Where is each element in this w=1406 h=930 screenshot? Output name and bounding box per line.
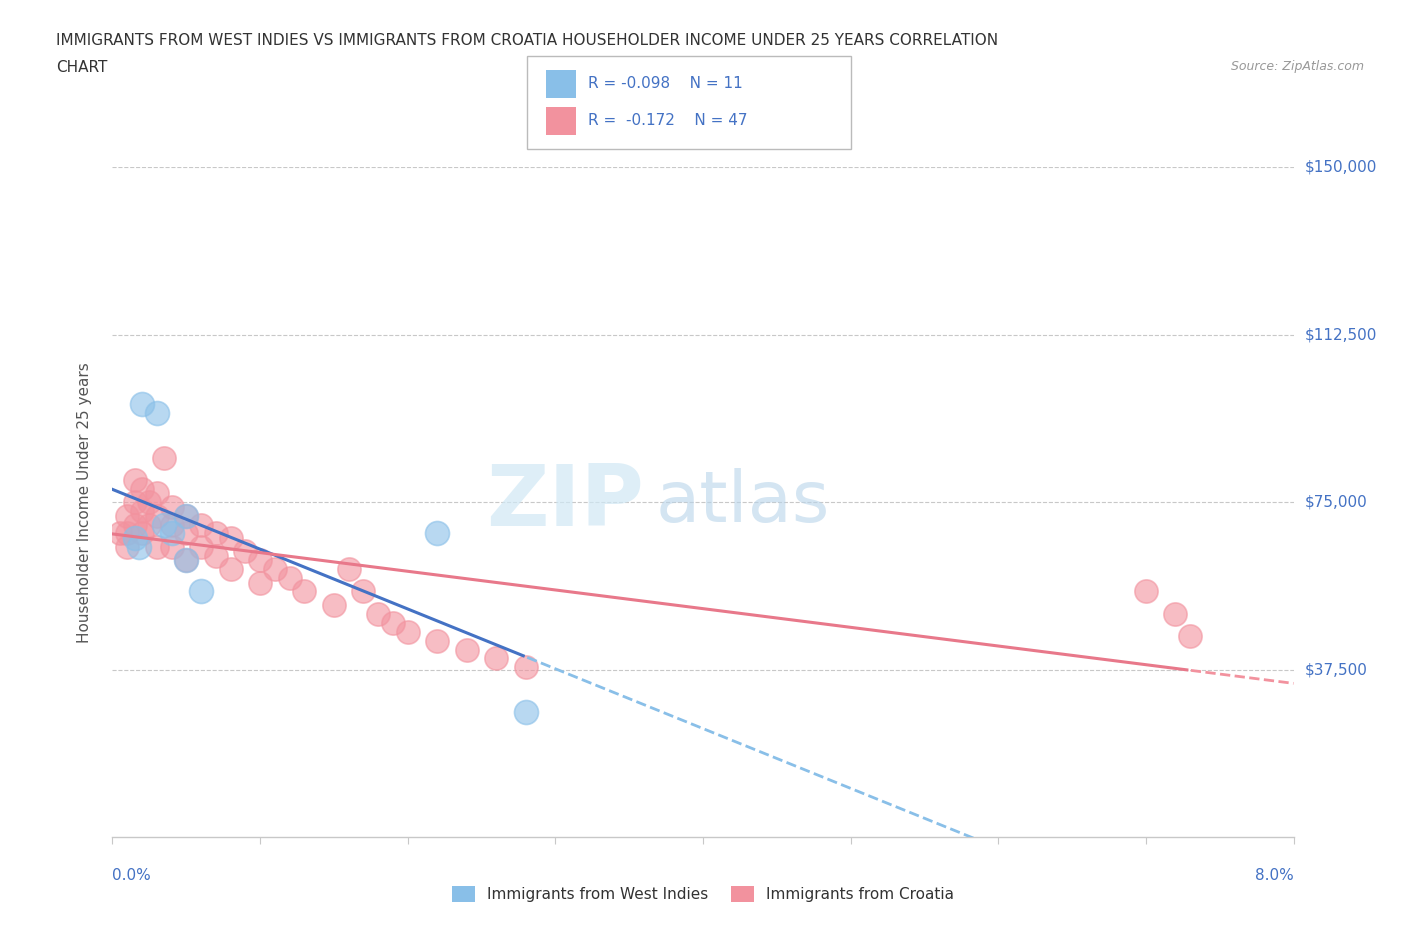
Point xyxy=(146,508,169,523)
Text: ZIP: ZIP xyxy=(486,460,644,544)
Text: CHART: CHART xyxy=(56,60,108,75)
Point xyxy=(292,584,315,599)
Point xyxy=(146,405,169,420)
Point xyxy=(1135,584,1157,599)
Text: $112,500: $112,500 xyxy=(1305,327,1376,342)
Point xyxy=(382,616,405,631)
Point xyxy=(190,584,212,599)
Point xyxy=(117,508,138,523)
Point xyxy=(1178,629,1201,644)
Point xyxy=(153,517,176,532)
Point xyxy=(174,508,197,523)
Point xyxy=(426,633,449,648)
Text: atlas: atlas xyxy=(655,468,830,537)
Point xyxy=(117,539,138,554)
Point xyxy=(174,552,197,567)
Text: 8.0%: 8.0% xyxy=(1254,868,1294,883)
Point xyxy=(337,562,360,577)
Point xyxy=(205,549,228,564)
Point xyxy=(131,482,153,497)
Point xyxy=(190,517,212,532)
Point xyxy=(128,539,150,554)
Point xyxy=(124,517,146,532)
Text: IMMIGRANTS FROM WEST INDIES VS IMMIGRANTS FROM CROATIA HOUSEHOLDER INCOME UNDER : IMMIGRANTS FROM WEST INDIES VS IMMIGRANT… xyxy=(56,33,998,47)
Point xyxy=(205,526,228,541)
Point xyxy=(367,606,389,621)
Point xyxy=(108,526,131,541)
Point xyxy=(323,597,346,612)
Point xyxy=(146,485,169,500)
Text: R =  -0.172    N = 47: R = -0.172 N = 47 xyxy=(588,113,747,128)
Point xyxy=(124,495,146,510)
Point xyxy=(233,544,256,559)
Point xyxy=(1164,606,1187,621)
Point xyxy=(219,530,242,545)
Point xyxy=(352,584,374,599)
Point xyxy=(124,472,146,487)
Point xyxy=(485,651,508,666)
Text: $150,000: $150,000 xyxy=(1305,160,1376,175)
Point xyxy=(515,705,537,720)
Point xyxy=(124,530,146,545)
Point xyxy=(396,624,419,639)
Point xyxy=(131,526,153,541)
Point xyxy=(190,539,212,554)
Point xyxy=(117,526,138,541)
Point xyxy=(264,562,287,577)
Text: $37,500: $37,500 xyxy=(1305,662,1368,677)
Point xyxy=(249,575,271,590)
Point xyxy=(174,508,197,523)
Point xyxy=(219,562,242,577)
Point xyxy=(160,526,183,541)
Point xyxy=(249,552,271,567)
Point xyxy=(515,660,537,675)
Point xyxy=(160,517,183,532)
Point xyxy=(146,539,169,554)
Point xyxy=(456,642,478,657)
Text: $75,000: $75,000 xyxy=(1305,495,1368,510)
Text: 0.0%: 0.0% xyxy=(112,868,152,883)
Point xyxy=(131,396,153,411)
Point xyxy=(153,450,176,465)
Point xyxy=(174,526,197,541)
Point xyxy=(138,517,160,532)
Point xyxy=(278,571,301,586)
Point xyxy=(160,539,183,554)
Point xyxy=(426,526,449,541)
Point xyxy=(174,552,197,567)
Point xyxy=(131,504,153,519)
Legend: Immigrants from West Indies, Immigrants from Croatia: Immigrants from West Indies, Immigrants … xyxy=(444,879,962,910)
Text: R = -0.098    N = 11: R = -0.098 N = 11 xyxy=(588,76,742,91)
Point xyxy=(138,495,160,510)
Y-axis label: Householder Income Under 25 years: Householder Income Under 25 years xyxy=(77,362,91,643)
Text: Source: ZipAtlas.com: Source: ZipAtlas.com xyxy=(1230,60,1364,73)
Point xyxy=(160,499,183,514)
